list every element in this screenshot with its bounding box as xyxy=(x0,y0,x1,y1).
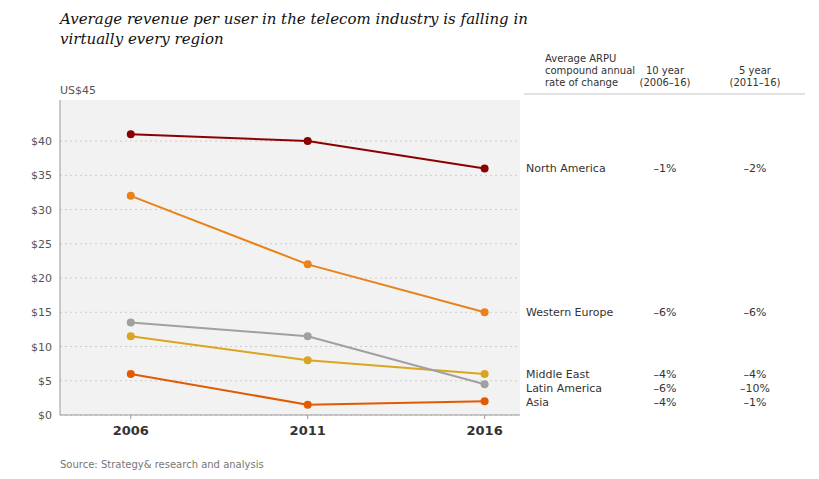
y-axis-line xyxy=(60,100,61,415)
text-line: compound annual xyxy=(545,65,635,76)
table-separator xyxy=(524,94,805,95)
grid-line xyxy=(60,415,520,416)
series-point xyxy=(127,130,135,138)
text-line: virtually every region xyxy=(60,30,224,48)
series-change: –2% xyxy=(744,162,767,175)
y-tick-label: $20 xyxy=(31,272,52,285)
text-line: 5 year xyxy=(739,65,772,76)
x-tick xyxy=(484,415,485,419)
text-line: (2011–16) xyxy=(730,77,781,88)
y-tick-label: $40 xyxy=(31,135,52,148)
series-point xyxy=(127,192,135,200)
y-tick-label: $0 xyxy=(38,409,52,422)
text-line: rate of change xyxy=(545,77,618,88)
x-tick-label: 2006 xyxy=(113,423,149,438)
grid-line xyxy=(60,278,520,279)
series-point xyxy=(127,370,135,378)
text-line: (2006–16) xyxy=(640,77,691,88)
series-point xyxy=(481,380,489,388)
title: Average revenue per user in the telecom … xyxy=(58,10,528,48)
series-change: –1% xyxy=(654,162,677,175)
y-axis-label: US$45 xyxy=(60,84,96,97)
series-change: –4% xyxy=(654,396,677,409)
source: Source: Strategy& research and analysis xyxy=(60,459,264,470)
series-point xyxy=(304,332,312,340)
series-change: –6% xyxy=(744,306,767,319)
y-tick-label: $10 xyxy=(31,341,52,354)
series-label: North America xyxy=(526,162,606,175)
y-tick-label: $35 xyxy=(31,169,52,182)
table-header: Average ARPUcompound annualrate of chang… xyxy=(545,53,635,88)
series-point xyxy=(481,308,489,316)
grid-line xyxy=(60,243,520,244)
series-point xyxy=(304,356,312,364)
text-line: Average revenue per user in the telecom … xyxy=(58,10,528,28)
series-line xyxy=(131,336,485,374)
x-tick xyxy=(130,415,131,419)
grid-line xyxy=(60,209,520,210)
series-line xyxy=(131,134,485,168)
series-label: Asia xyxy=(526,396,549,409)
x-tick xyxy=(307,415,308,419)
series-change: –1% xyxy=(744,396,767,409)
series-change: –6% xyxy=(654,306,677,319)
series-line xyxy=(131,374,485,405)
x-tick-label: 2016 xyxy=(467,423,503,438)
series-point xyxy=(481,370,489,378)
grid-line xyxy=(60,346,520,347)
table-column-header: 10 year(2006–16) xyxy=(640,65,691,88)
text-line: Average ARPU xyxy=(545,53,616,64)
series-point xyxy=(127,332,135,340)
series-point xyxy=(481,164,489,172)
series-line xyxy=(131,323,485,385)
text-line: 10 year xyxy=(646,65,685,76)
x-tick-label: 2011 xyxy=(290,423,326,438)
x-axis-line xyxy=(60,415,520,416)
table-column-header: 5 year(2011–16) xyxy=(730,65,781,88)
series-label: Latin America xyxy=(526,382,602,395)
series-change: –10% xyxy=(740,382,770,395)
series-point xyxy=(304,137,312,145)
series-change: –4% xyxy=(654,368,677,381)
grid-line xyxy=(60,380,520,381)
y-tick-label: $15 xyxy=(31,306,52,319)
grid-line xyxy=(60,312,520,313)
grid-line xyxy=(60,175,520,176)
series-point xyxy=(304,260,312,268)
series-group xyxy=(127,130,489,408)
series-change: –4% xyxy=(744,368,767,381)
series-point xyxy=(481,397,489,405)
series-change: –6% xyxy=(654,382,677,395)
plot-background xyxy=(60,100,520,415)
series-label: Western Europe xyxy=(526,306,614,319)
y-tick-label: $30 xyxy=(31,204,52,217)
series-label: Middle East xyxy=(526,368,590,381)
y-tick-label: $25 xyxy=(31,238,52,251)
series-line xyxy=(131,196,485,312)
chart: Average revenue per user in the telecom … xyxy=(0,0,819,479)
series-point xyxy=(127,319,135,327)
series-point xyxy=(304,401,312,409)
y-tick-label: $5 xyxy=(38,375,52,388)
